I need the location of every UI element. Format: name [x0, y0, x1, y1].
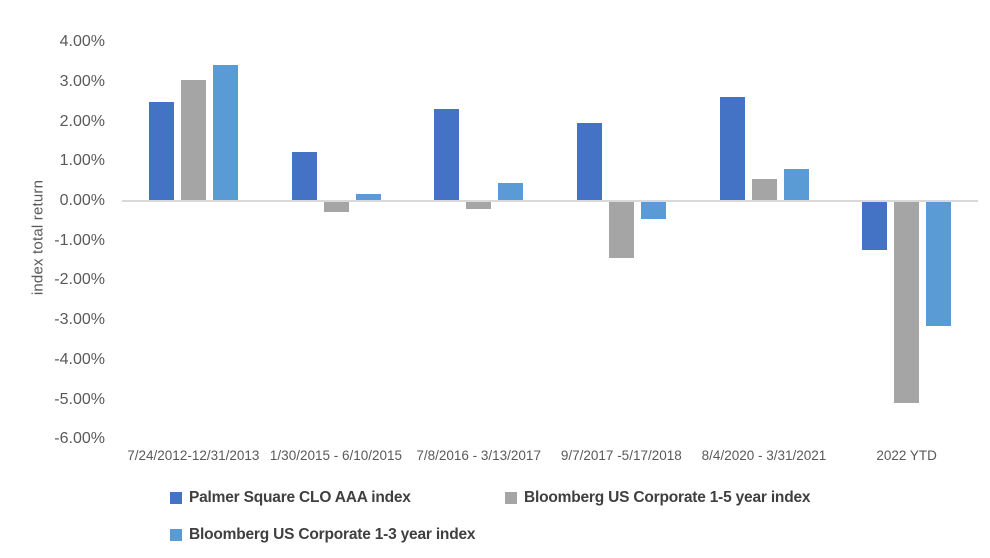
bar-series-3-group-1	[212, 65, 238, 200]
x-axis-line	[122, 200, 978, 202]
y-tick-label: 3.00%	[59, 72, 105, 90]
legend-swatch-icon	[505, 492, 517, 504]
y-tick-label: -1.00%	[54, 231, 105, 249]
bar-series-2-group-5	[751, 178, 777, 200]
x-category-label: 9/7/2017 -5/17/2018	[560, 448, 682, 463]
bar-series-1-group-1	[148, 101, 174, 200]
legend-item-1: Palmer Square CLO AAA index	[170, 489, 411, 507]
y-tick-label: 1.00%	[59, 152, 105, 170]
x-category-label: 7/24/2012-12/31/2013	[127, 448, 260, 463]
y-tick-label: 2.00%	[59, 112, 105, 130]
legend-swatch-icon	[170, 529, 182, 541]
y-tick-label: -4.00%	[54, 350, 105, 368]
y-tick-label: 0.00%	[59, 192, 105, 209]
bar-series-2-group-4	[608, 202, 634, 258]
legend-label: Bloomberg US Corporate 1-5 year index	[524, 489, 811, 506]
bar-series-1-group-4	[576, 122, 602, 200]
y-tick-label: -6.00%	[54, 430, 105, 448]
legend-label: Bloomberg US Corporate 1-3 year index	[189, 526, 476, 543]
bar-series-2-group-6	[894, 202, 920, 403]
legend-item-2: Bloomberg US Corporate 1-5 year index	[505, 489, 811, 507]
legend-item-3: Bloomberg US Corporate 1-3 year index	[170, 526, 476, 544]
y-tick-label: -5.00%	[54, 390, 105, 408]
bar-series-3-group-4	[640, 202, 666, 220]
legend-label: Palmer Square CLO AAA index	[189, 489, 411, 506]
bar-series-1-group-2	[291, 152, 317, 200]
bar-series-3-group-5	[783, 169, 809, 200]
x-category-label: 7/8/2016 - 3/13/2017	[416, 448, 541, 463]
bar-series-2-group-2	[323, 202, 349, 212]
bar-series-2-group-1	[180, 79, 206, 200]
y-tick-label: -3.00%	[54, 311, 105, 329]
y-tick-label: 4.00%	[59, 33, 105, 51]
x-category-label: 1/30/2015 - 6/10/2015	[269, 448, 403, 463]
bar-series-1-group-3	[434, 109, 460, 200]
bar-series-1-group-6	[862, 202, 888, 251]
bar-series-3-group-3	[498, 182, 524, 200]
x-category-label: 2022 YTD	[876, 448, 937, 463]
x-category-label: 8/4/2020 - 3/31/2021	[701, 448, 827, 463]
bar-series-3-group-6	[926, 202, 952, 326]
legend-swatch-icon	[170, 492, 182, 504]
y-tick-label: -2.00%	[54, 271, 105, 289]
bar-series-2-group-3	[466, 202, 492, 210]
bar-series-3-group-2	[355, 193, 381, 200]
bar-series-1-group-5	[719, 96, 745, 200]
